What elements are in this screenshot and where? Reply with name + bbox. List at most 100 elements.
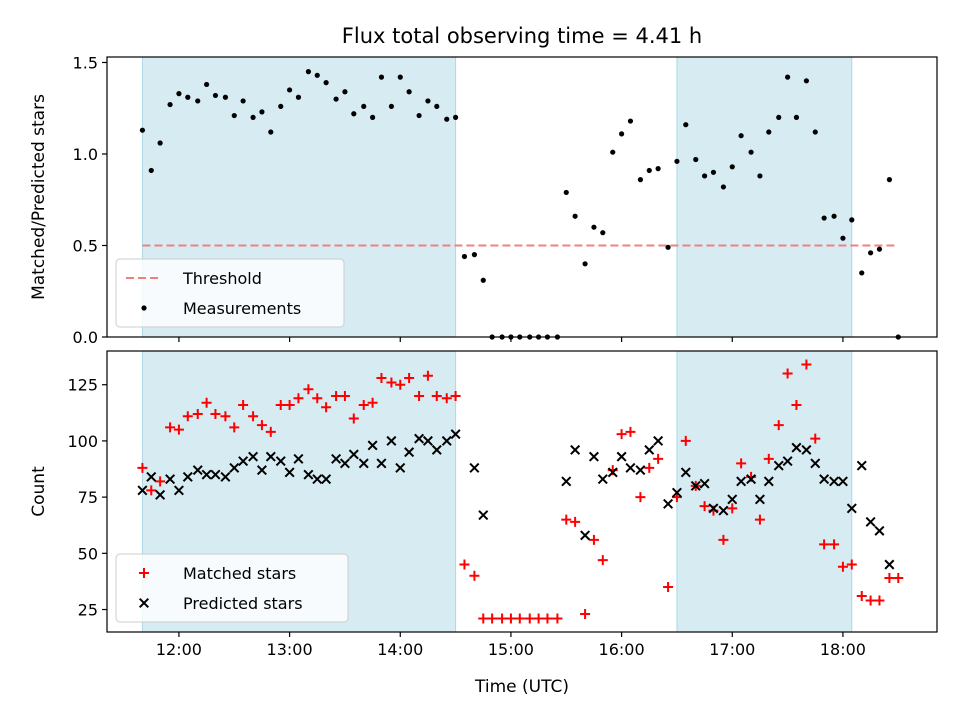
data-point [627,118,634,124]
data-point [416,112,422,119]
data-point [248,411,259,422]
data-point [404,447,415,458]
data-point [395,462,406,473]
data-point [793,114,800,120]
data-point [395,379,406,390]
data-point [155,476,166,487]
data-point [865,595,876,606]
data-point [250,114,256,120]
data-point [256,465,267,476]
data-point [155,489,166,500]
data-point [580,609,591,620]
data-point [278,103,284,110]
data-point [173,424,184,435]
data-point [886,177,893,183]
data-point [469,462,480,473]
data-point [284,399,295,410]
data-point [487,613,498,624]
data-point [425,98,431,104]
data-point [727,494,738,505]
data-point [757,173,763,179]
data-point [284,467,295,478]
data-point [665,244,671,250]
chart-title: Flux total observing time = 4.41 h [342,24,702,48]
data-point [358,458,369,469]
data-point [146,485,157,496]
data-point [644,444,655,455]
series-matched-stars [137,359,904,624]
data-point [137,462,148,473]
data-point [137,485,148,496]
data-point [204,81,210,88]
data-point [588,451,599,462]
data-point [572,213,578,219]
data-point [441,435,452,446]
data-point [478,510,489,521]
data-point [671,487,682,498]
data-point [533,613,544,624]
series-measurements [139,69,901,340]
data-point [754,514,765,525]
data-point [856,460,867,471]
data-point [708,503,719,514]
data-point [182,411,193,422]
data-point [386,435,397,446]
y-axis-label: Matched/Predicted stars [29,94,49,300]
data-point [259,109,265,115]
data-point [859,270,865,276]
legend-box [115,258,345,328]
data-point [323,80,329,86]
y-axis-label: Count [29,466,49,517]
data-point [782,368,793,379]
y-tick-label: 0.0 [73,328,98,347]
data-point [563,189,569,196]
x-tick-label: 14:00 [377,640,423,659]
data-point [702,173,708,179]
data-point [376,458,387,469]
data-point [600,230,606,236]
data-point [561,476,572,487]
x-axis-label: Time (UTC) [474,677,569,697]
data-point [275,456,286,467]
plot-frame [106,56,938,338]
data-point [616,451,627,462]
data-point [431,444,442,455]
data-point [821,215,827,221]
data-point [591,224,597,230]
data-point [461,253,468,260]
data-point [561,514,572,525]
y-tick-label: 25 [78,601,98,620]
data-point [469,570,480,581]
data-point [801,444,812,455]
data-point [195,98,201,104]
data-point [646,167,652,174]
y-tick-label: 50 [78,544,98,563]
data-point [810,433,821,444]
data-point [773,420,784,431]
data-point [868,250,874,256]
data-point [404,372,415,383]
data-point [192,465,203,476]
data-point [524,613,535,624]
data-point [680,435,691,446]
data-point [210,408,221,419]
data-point [314,72,320,78]
data-point [819,474,830,485]
data-point [185,94,191,100]
data-point [287,87,293,93]
data-point [229,422,240,433]
ratio-panel: 0.0 0.5 1.0 1.5 Matched/Predicted stars Thres… [29,53,938,347]
data-point [331,453,342,464]
x-tick-label: 16:00 [599,640,645,659]
data-point [766,129,772,135]
data-point [791,442,802,453]
data-point [210,469,221,480]
data-point [607,467,618,478]
data-point [782,456,793,467]
data-point [801,359,812,370]
legend-marker [139,568,149,578]
data-point [625,426,636,437]
legend-label: Threshold [182,269,262,288]
data-point [358,399,369,410]
data-point [505,613,516,624]
